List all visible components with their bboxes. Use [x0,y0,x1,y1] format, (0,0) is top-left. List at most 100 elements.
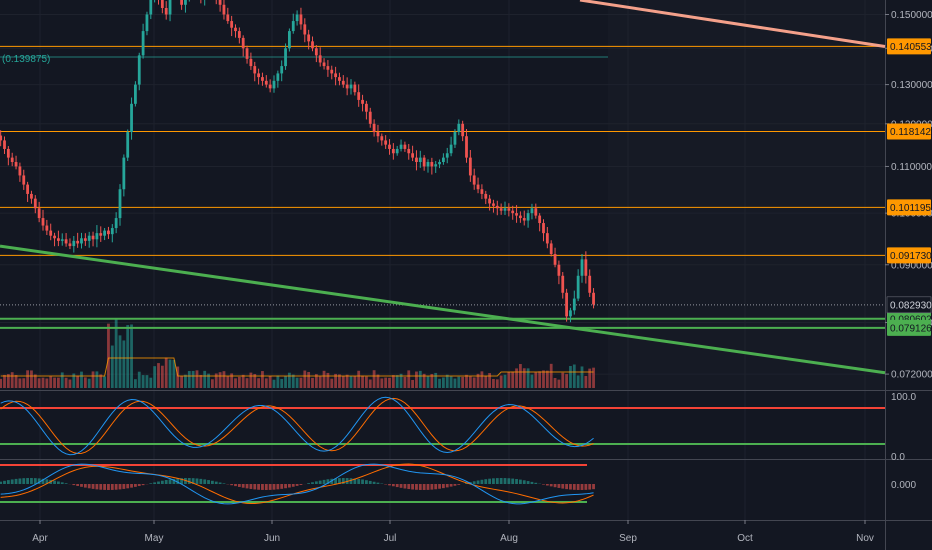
macd-hist-bar [453,484,457,486]
candle [403,141,407,152]
candle-body [226,14,230,22]
volume-bar [565,374,568,388]
volume-bar [276,375,280,388]
candle-body [237,31,241,38]
candle-body [114,218,118,229]
volume-bar [307,371,311,388]
candle [10,152,14,167]
candle [303,18,307,43]
volume-bar [338,374,341,388]
candle [561,272,565,299]
volume-bar [33,374,37,388]
macd-hist-bar [376,482,380,484]
macd-hist-bar [415,484,418,490]
macd-hist-bar [60,482,64,484]
candle-body [515,213,518,216]
candle-body [57,238,60,241]
volume-bar [580,366,584,388]
candle [480,184,484,200]
volume-bar [14,375,18,388]
candle [295,10,299,26]
macd-hist-bar [261,484,264,490]
candle-body [18,166,22,176]
hidden-level-label: (0.139875) [2,54,50,65]
volume-bar [380,378,384,388]
candle [472,168,476,190]
macd-hist-bar [103,484,106,490]
time-tick-label: Oct [737,533,753,544]
macd-hist-bar [530,481,534,484]
macd-hist-bar [257,484,260,490]
candle-body [534,208,538,216]
volume-bar [141,375,145,388]
macd-hist-bar [391,484,395,487]
candle-body [314,48,318,56]
macd-hist-bar [153,482,157,484]
candle-body [384,140,388,145]
candle [322,58,326,70]
candle-body [60,239,64,241]
candle-body [449,144,453,154]
macd-hist-bar [64,483,68,484]
macd-hist-bar [349,478,353,484]
level-label: 0.091730 [890,251,932,262]
candle [158,0,159,5]
candle-body [430,162,434,167]
horizontal-levels [0,45,885,329]
volume-bar [0,378,3,388]
macd-hist-bar [45,479,49,484]
candle [349,79,353,95]
volume-bar [442,377,445,388]
candle [33,195,37,214]
macd-hist-bar [249,484,253,489]
macd-hist-bar [160,480,164,484]
candle [376,124,380,143]
candle-body [72,240,76,247]
candle-body [480,189,484,194]
candle [41,209,45,231]
candle [218,0,222,12]
volume-bar [411,379,414,388]
macd-hist-bar [118,484,122,490]
volume-bar [291,374,295,388]
volume-bar [353,376,357,388]
candle [430,157,434,175]
candle-body [122,157,126,190]
volume-bar [418,370,422,388]
volume-ma [0,357,594,377]
candle-body [468,157,472,176]
candle [180,0,183,10]
candle-body [10,157,14,163]
time-tick-label: Jul [384,533,397,544]
volume-bar [245,378,249,388]
candle-body [434,164,438,167]
trendlines [0,0,886,375]
candle-body [141,31,145,56]
candle [103,228,106,241]
candle [110,224,114,243]
candlesticks[interactable] [0,0,595,323]
candle-body [311,41,314,49]
macd-hist-bar [10,479,14,484]
macd-hist-bar [191,478,195,484]
candle [137,52,141,91]
volume-bar [349,376,353,388]
candle [99,226,103,242]
macd-hist-bar [30,478,33,484]
macd-hist-bar [576,484,580,490]
volume-bar [214,373,218,388]
time-axis[interactable]: Apr May Jun Jul Aug Sep Oct Nov [32,520,874,544]
candle [465,129,468,163]
candle-body [426,162,430,167]
volume-bar [95,371,99,388]
candle-body [488,198,491,204]
macd-hist-bar [314,481,318,484]
candle-body [368,111,372,124]
candle-body [53,235,56,239]
macd-hist-bar [184,478,187,484]
volume-bar [18,378,22,388]
price-axis[interactable]: 0.1500000.1400000.1300000.1200000.110000… [885,10,932,381]
candle-body [284,48,287,67]
macd-hist-bar [272,484,276,490]
